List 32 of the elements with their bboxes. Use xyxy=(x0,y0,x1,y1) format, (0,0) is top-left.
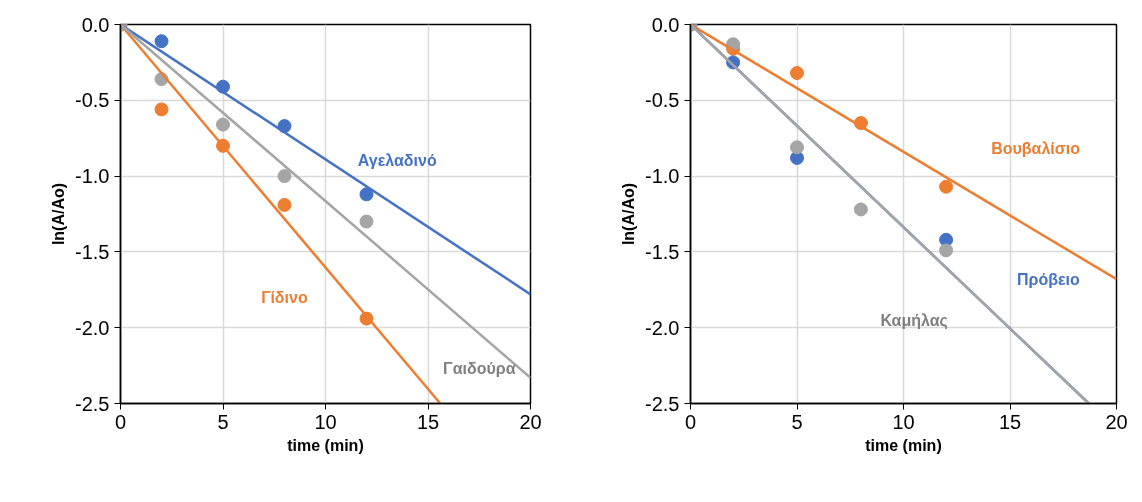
y-tick-label: -0.5 xyxy=(645,89,680,112)
text: Γαιδούρα xyxy=(443,360,516,378)
x-tick-label: 20 xyxy=(519,410,542,433)
x-tick-label: 20 xyxy=(1105,410,1128,433)
y-tick-label: -1.5 xyxy=(645,240,680,263)
x-axis-title: time (min) xyxy=(287,436,364,454)
y-axis-title: ln(A/Ao) xyxy=(50,182,68,246)
y-tick-label: 0.0 xyxy=(651,13,680,36)
text: Γίδινο xyxy=(261,288,308,306)
y-tick-label: -0.5 xyxy=(75,89,110,112)
series-label: Αγελαδινό xyxy=(357,152,437,170)
x-tick-label: 0 xyxy=(684,410,697,433)
x-tick-label: 10 xyxy=(892,410,915,433)
y-tick-label: -2.0 xyxy=(75,316,110,339)
y-tick-label: -2.5 xyxy=(75,392,110,415)
x-tick-label: 15 xyxy=(998,410,1022,433)
x-tick-label: 5 xyxy=(217,410,229,433)
y-tick-label: -1.0 xyxy=(75,165,110,188)
y-tick-label: -2.5 xyxy=(645,392,680,415)
x-axis-title: time (min) xyxy=(865,436,942,454)
x-tick-label: 15 xyxy=(416,410,440,433)
y-tick-label: -1.0 xyxy=(645,165,680,188)
x-tick-label: 5 xyxy=(791,410,803,433)
y-axis-title: ln(A/Ao) xyxy=(620,182,638,246)
text: Καμήλας xyxy=(880,311,948,330)
y-tick-label: 0.0 xyxy=(81,13,110,36)
x-tick-label: 0 xyxy=(114,410,127,433)
x-tick-label: 10 xyxy=(314,410,337,433)
y-tick-label: -1.5 xyxy=(75,240,110,263)
text: Βουβαλίσιο xyxy=(991,140,1081,158)
text: Πρόβειο xyxy=(1016,270,1080,288)
y-tick-label: -2.0 xyxy=(645,316,680,339)
